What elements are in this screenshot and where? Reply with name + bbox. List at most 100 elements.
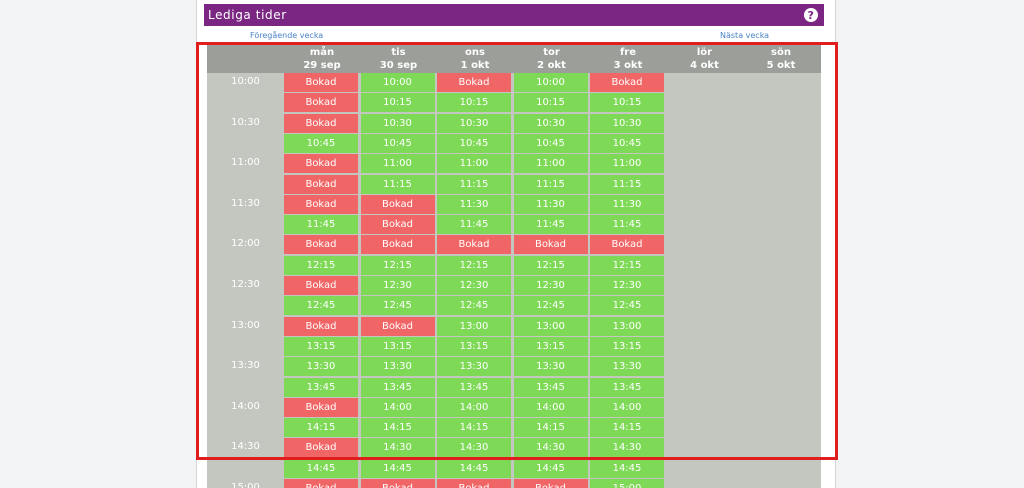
available-slot[interactable]: 11:00 — [360, 154, 435, 174]
available-slot[interactable]: 10:45 — [437, 133, 511, 153]
available-slot[interactable]: 14:45 — [513, 458, 588, 478]
booked-slot[interactable]: Bokad — [284, 438, 358, 458]
available-slot[interactable]: 13:15 — [513, 336, 588, 356]
booked-slot[interactable]: Bokad — [284, 276, 358, 295]
available-slot[interactable]: 14:00 — [360, 397, 435, 417]
booked-slot[interactable]: Bokad — [284, 397, 358, 417]
booked-slot[interactable]: Bokad — [284, 73, 358, 92]
booked-slot[interactable]: Bokad — [513, 479, 588, 488]
available-slot[interactable]: 12:15 — [513, 255, 588, 275]
available-slot[interactable]: 14:30 — [513, 438, 588, 458]
available-slot[interactable]: 13:45 — [513, 377, 588, 397]
available-slot[interactable]: 13:30 — [284, 357, 358, 377]
available-slot[interactable]: 11:45 — [437, 215, 511, 235]
available-slot[interactable]: 14:45 — [590, 458, 664, 478]
available-slot[interactable]: 12:45 — [437, 296, 511, 316]
available-slot[interactable]: 12:15 — [284, 255, 358, 275]
available-slot[interactable]: 11:15 — [590, 174, 664, 194]
help-icon[interactable]: ? — [804, 8, 818, 22]
booked-slot[interactable]: Bokad — [590, 235, 664, 255]
booked-slot[interactable]: Bokad — [360, 215, 435, 235]
available-slot[interactable]: 13:45 — [360, 377, 435, 397]
available-slot[interactable]: 11:15 — [360, 174, 435, 194]
available-slot[interactable]: 14:15 — [513, 418, 588, 438]
available-slot[interactable]: 10:00 — [513, 73, 588, 92]
available-slot[interactable]: 11:00 — [437, 154, 511, 174]
available-slot[interactable]: 11:15 — [513, 174, 588, 194]
available-slot[interactable]: 13:30 — [513, 357, 588, 377]
booked-slot[interactable]: Bokad — [360, 479, 435, 488]
available-slot[interactable]: 11:45 — [590, 215, 664, 235]
booked-slot[interactable]: Bokad — [513, 235, 588, 255]
available-slot[interactable]: 11:45 — [284, 215, 358, 235]
available-slot[interactable]: 13:45 — [437, 377, 511, 397]
booked-slot[interactable]: Bokad — [360, 235, 435, 255]
available-slot[interactable]: 10:00 — [360, 73, 435, 92]
available-slot[interactable]: 13:45 — [590, 377, 664, 397]
available-slot[interactable]: 10:15 — [360, 93, 435, 113]
available-slot[interactable]: 11:30 — [437, 194, 511, 214]
available-slot[interactable]: 10:15 — [590, 93, 664, 113]
booked-slot[interactable]: Bokad — [284, 479, 358, 488]
available-slot[interactable]: 12:30 — [513, 276, 588, 295]
booked-slot[interactable]: Bokad — [284, 316, 358, 336]
available-slot[interactable]: 14:30 — [437, 438, 511, 458]
available-slot[interactable]: 10:30 — [437, 113, 511, 133]
available-slot[interactable]: 11:00 — [590, 154, 664, 174]
available-slot[interactable]: 13:15 — [590, 336, 664, 356]
booked-slot[interactable]: Bokad — [284, 113, 358, 133]
available-slot[interactable]: 13:15 — [437, 336, 511, 356]
booked-slot[interactable]: Bokad — [360, 194, 435, 214]
available-slot[interactable]: 10:30 — [360, 113, 435, 133]
available-slot[interactable]: 12:45 — [284, 296, 358, 316]
available-slot[interactable]: 13:15 — [360, 336, 435, 356]
booked-slot[interactable]: Bokad — [284, 194, 358, 214]
available-slot[interactable]: 10:45 — [360, 133, 435, 153]
available-slot[interactable]: 12:30 — [437, 276, 511, 295]
available-slot[interactable]: 14:45 — [360, 458, 435, 478]
available-slot[interactable]: 12:15 — [590, 255, 664, 275]
available-slot[interactable]: 12:15 — [437, 255, 511, 275]
available-slot[interactable]: 14:15 — [590, 418, 664, 438]
available-slot[interactable]: 11:15 — [437, 174, 511, 194]
booked-slot[interactable]: Bokad — [590, 73, 664, 92]
booked-slot[interactable]: Bokad — [284, 174, 358, 194]
available-slot[interactable]: 13:30 — [360, 357, 435, 377]
booked-slot[interactable]: Bokad — [437, 73, 511, 92]
available-slot[interactable]: 11:30 — [590, 194, 664, 214]
available-slot[interactable]: 11:00 — [513, 154, 588, 174]
available-slot[interactable]: 10:30 — [590, 113, 664, 133]
available-slot[interactable]: 10:45 — [513, 133, 588, 153]
available-slot[interactable]: 14:00 — [513, 397, 588, 417]
available-slot[interactable]: 13:30 — [590, 357, 664, 377]
available-slot[interactable]: 14:00 — [590, 397, 664, 417]
available-slot[interactable]: 14:00 — [437, 397, 511, 417]
available-slot[interactable]: 13:00 — [590, 316, 664, 336]
available-slot[interactable]: 13:15 — [284, 336, 358, 356]
available-slot[interactable]: 13:30 — [437, 357, 511, 377]
available-slot[interactable]: 10:15 — [513, 93, 588, 113]
booked-slot[interactable]: Bokad — [284, 154, 358, 174]
available-slot[interactable]: 12:45 — [513, 296, 588, 316]
available-slot[interactable]: 14:45 — [284, 458, 358, 478]
booked-slot[interactable]: Bokad — [284, 93, 358, 113]
available-slot[interactable]: 12:30 — [590, 276, 664, 295]
available-slot[interactable]: 13:00 — [437, 316, 511, 336]
next-week-link[interactable]: Nästa vecka — [720, 31, 770, 40]
available-slot[interactable]: 14:45 — [437, 458, 511, 478]
available-slot[interactable]: 10:15 — [437, 93, 511, 113]
booked-slot[interactable]: Bokad — [437, 479, 511, 488]
available-slot[interactable]: 10:45 — [590, 133, 664, 153]
booked-slot[interactable]: Bokad — [360, 316, 435, 336]
available-slot[interactable]: 14:15 — [360, 418, 435, 438]
available-slot[interactable]: 14:30 — [360, 438, 435, 458]
available-slot[interactable]: 10:30 — [513, 113, 588, 133]
previous-week-link[interactable]: Föregående vecka — [250, 31, 324, 40]
available-slot[interactable]: 11:45 — [513, 215, 588, 235]
available-slot[interactable]: 13:00 — [513, 316, 588, 336]
available-slot[interactable]: 14:15 — [437, 418, 511, 438]
available-slot[interactable]: 12:45 — [590, 296, 664, 316]
available-slot[interactable]: 11:30 — [513, 194, 588, 214]
available-slot[interactable]: 10:45 — [284, 133, 358, 153]
available-slot[interactable]: 12:45 — [360, 296, 435, 316]
